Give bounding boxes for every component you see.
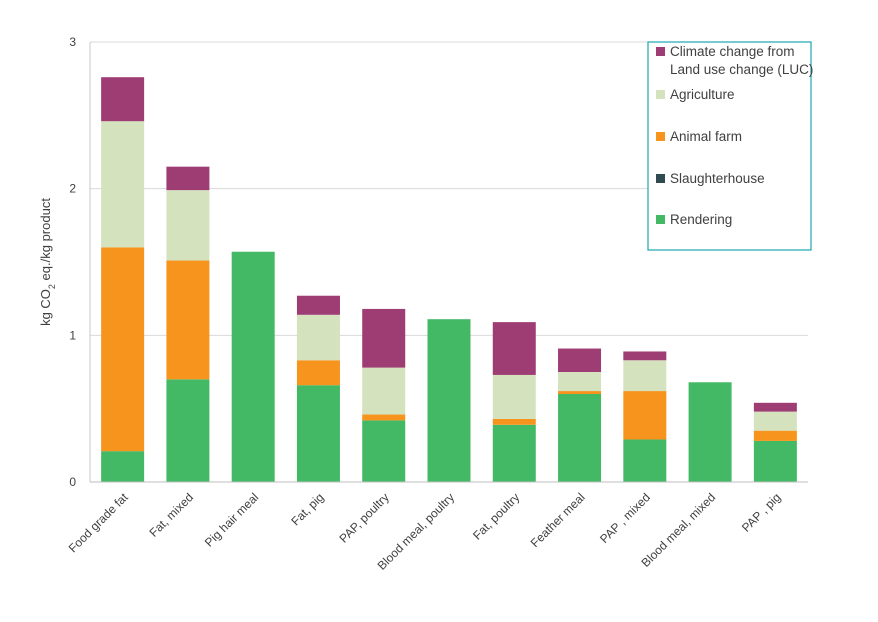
bar-segment: [623, 360, 667, 392]
y-axis-label-subscript: 2: [47, 284, 57, 289]
y-tick-label: 3: [69, 35, 76, 49]
legend-swatch: [656, 174, 665, 183]
bar-segment: [623, 391, 667, 440]
x-tick-label: Fat, mixed: [147, 490, 197, 540]
bar-segment: [101, 247, 145, 452]
bar-segment: [166, 260, 210, 380]
bar-segment: [623, 439, 667, 482]
x-tick-label: Fat, pig: [288, 490, 326, 528]
x-axis-ticks: Food grade fat Fat, mixed Pig hair meal Fat…: [66, 490, 784, 573]
x-tick-label: Food grade fat: [66, 490, 132, 556]
bar-segment: [101, 121, 145, 248]
bar-segment: [362, 367, 406, 415]
legend-swatch: [656, 132, 665, 141]
bar-segment: [362, 414, 406, 421]
legend-label: Animal farm: [670, 129, 742, 144]
y-axis-ticks: 0 1 2 3: [69, 35, 76, 489]
bar-segment: [296, 295, 340, 315]
bar-segment: [296, 314, 340, 361]
bar-segment: [558, 391, 602, 394]
x-tick-label: PAP, poultry: [337, 490, 392, 545]
bar-segment: [688, 382, 732, 482]
bar-segment: [296, 360, 340, 386]
y-tick-label: 2: [69, 182, 76, 196]
bar-segment: [166, 379, 210, 482]
bar-segment: [753, 402, 797, 412]
bars: [101, 77, 797, 482]
bar-segment: [492, 424, 536, 482]
bar-segment: [492, 322, 536, 375]
bar-segment: [101, 77, 145, 122]
bar-segment: [558, 372, 602, 392]
bar-segment: [558, 348, 602, 372]
bar-segment: [753, 411, 797, 431]
bar-segment: [753, 430, 797, 441]
legend-label: Rendering: [670, 212, 732, 227]
x-tick-label: PAP , mixed: [597, 490, 653, 546]
x-tick-label: PAP , pig: [739, 490, 783, 534]
bar-segment: [362, 420, 406, 482]
bar-segment: [753, 440, 797, 482]
legend-swatch: [656, 47, 665, 56]
y-axis-label-prefix: kg CO: [38, 289, 53, 326]
bar-segment: [427, 319, 471, 482]
bar-segment: [492, 418, 536, 425]
x-tick-label: Fat, poultry: [470, 490, 522, 542]
bar-segment: [296, 385, 340, 482]
bar-segment: [166, 166, 210, 191]
legend: Climate change from Land use change (LUC)…: [647, 41, 813, 251]
legend-label: Land use change (LUC): [670, 62, 813, 77]
bar-segment: [558, 394, 602, 482]
bar-segment: [231, 251, 275, 482]
y-tick-label: 0: [69, 475, 76, 489]
bar-segment: [492, 374, 536, 419]
legend-frame: [647, 41, 812, 251]
y-axis-label: kg CO2 eq./kg product: [38, 198, 57, 326]
y-axis-label-suffix: eq./kg product: [38, 198, 53, 284]
bar-segment: [166, 190, 210, 261]
bar-segment: [623, 351, 667, 361]
legend-swatch: [656, 215, 665, 224]
legend-swatch: [656, 90, 665, 99]
y-tick-label: 1: [69, 328, 76, 342]
bar-segment: [101, 451, 145, 482]
legend-label: Agriculture: [670, 87, 735, 102]
x-tick-label: Feather meal: [528, 490, 588, 550]
bar-segment: [362, 308, 406, 368]
x-tick-label: Pig hair meal: [202, 490, 261, 549]
legend-label: Climate change from: [670, 44, 795, 59]
legend-label: Slaughterhouse: [670, 171, 765, 186]
